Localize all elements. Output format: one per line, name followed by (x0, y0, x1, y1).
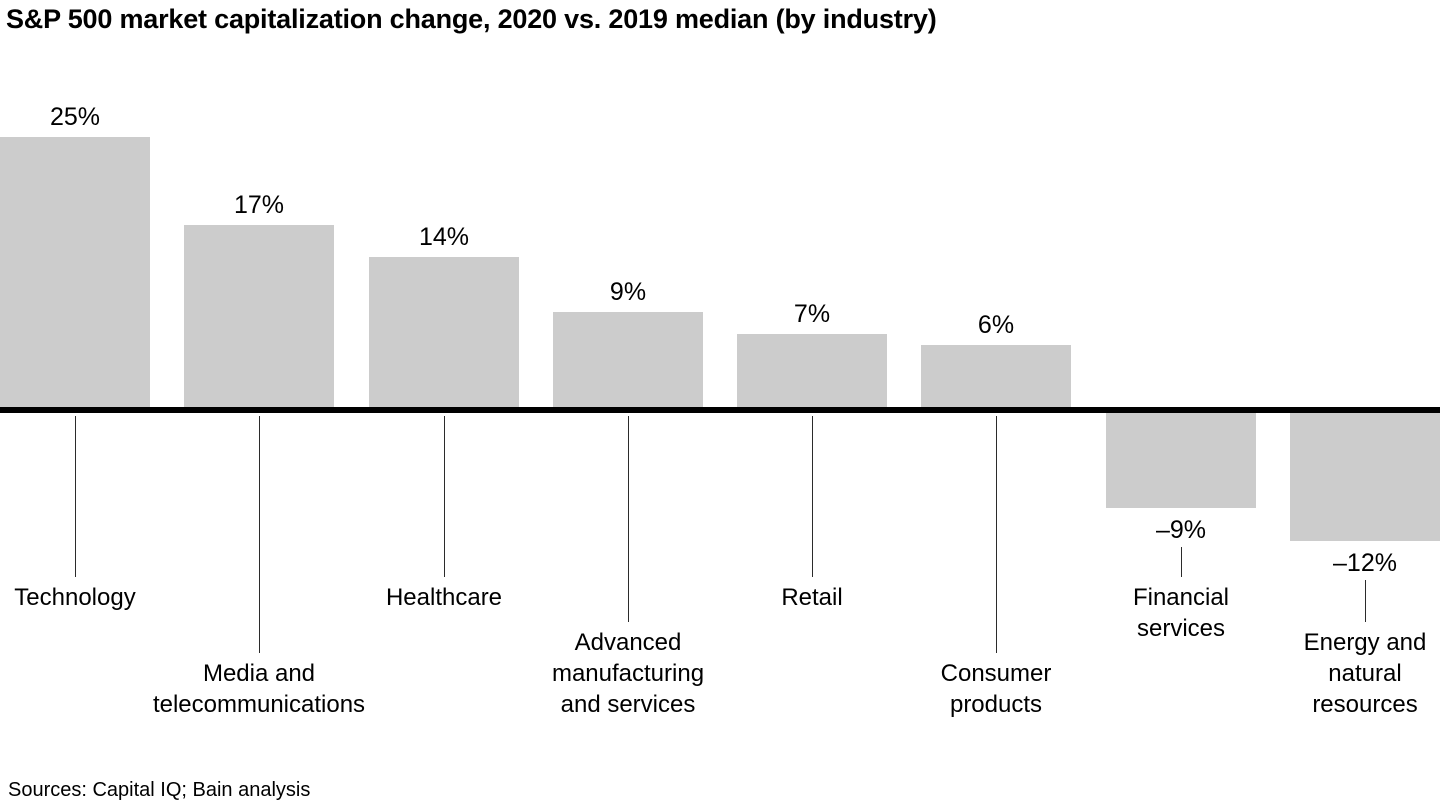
category-label: Advanced manufacturing and services (498, 627, 758, 720)
value-label: –9% (1155, 516, 1207, 544)
leader-line (1365, 580, 1366, 622)
bar-advanced-manufacturing-and-services (553, 312, 703, 410)
value-label: 9% (609, 278, 647, 306)
chart-title: S&P 500 market capitalization change, 20… (6, 4, 937, 34)
category-label-line: manufacturing (551, 660, 705, 687)
category-label: Retail (682, 582, 942, 613)
category-label-line: services (1136, 615, 1226, 642)
category-label: Media and telecommunications (129, 658, 389, 720)
bar-energy-and-natural-resources (1290, 410, 1440, 541)
value-label: 14% (418, 223, 470, 251)
category-label: Consumer products (866, 658, 1126, 720)
category-label-line: telecommunications (152, 691, 366, 718)
value-label: –12% (1333, 549, 1397, 577)
leader-line (812, 416, 813, 577)
category-label: Financial services (1051, 582, 1311, 644)
category-label-line: natural (1328, 660, 1402, 687)
category-label-line: Advanced (574, 629, 682, 656)
bar-retail (737, 334, 887, 410)
value-label: 6% (977, 311, 1015, 339)
category-label-line: Media and (202, 660, 316, 687)
source-note: Sources: Capital IQ; Bain analysis (8, 779, 311, 801)
leader-line (1181, 547, 1182, 577)
category-label-line: resources (1312, 691, 1418, 718)
zero-baseline (0, 407, 1440, 413)
leader-line (259, 416, 260, 653)
value-label: 25% (49, 103, 101, 131)
leader-line (444, 416, 445, 577)
category-label-line: Technology (14, 584, 136, 611)
category-label: Energy and natural resources (1235, 627, 1440, 720)
category-label-line: products (949, 691, 1043, 718)
category-label: Healthcare (314, 582, 574, 613)
leader-line (996, 416, 997, 653)
bar-healthcare (369, 257, 519, 410)
bar-consumer-products (921, 345, 1071, 410)
category-label-line: Healthcare (385, 584, 503, 611)
leader-line (75, 416, 76, 577)
category-label-line: Consumer (940, 660, 1052, 687)
bar-media-and-telecommunications (184, 225, 334, 410)
category-label-line: Retail (781, 584, 843, 611)
category-label-line: and services (560, 691, 696, 718)
category-label: Technology (0, 582, 205, 613)
bar-financial-services (1106, 410, 1256, 508)
leader-line (628, 416, 629, 622)
category-label-line: Energy and (1303, 629, 1427, 656)
value-label: 17% (233, 191, 285, 219)
value-label: 7% (793, 300, 831, 328)
bar-technology (0, 137, 150, 410)
category-label-line: Financial (1132, 584, 1230, 611)
